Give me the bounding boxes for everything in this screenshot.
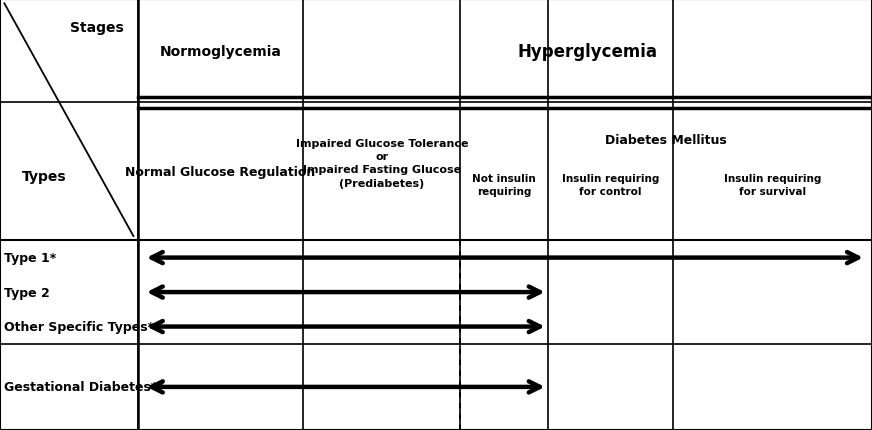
Text: Insulin requiring
for control: Insulin requiring for control bbox=[562, 174, 659, 196]
Text: Insulin requiring
for survival: Insulin requiring for survival bbox=[724, 174, 821, 196]
Text: Not insulin
requiring: Not insulin requiring bbox=[472, 174, 536, 196]
Text: Type 1*: Type 1* bbox=[4, 252, 57, 264]
Text: Impaired Glucose Tolerance
or
Impaired Fasting Glucose
(Prediabetes): Impaired Glucose Tolerance or Impaired F… bbox=[296, 138, 468, 188]
Text: Stages: Stages bbox=[70, 21, 123, 35]
Text: Normoglycemia: Normoglycemia bbox=[160, 45, 282, 58]
Text: Normal Glucose Regulation: Normal Glucose Regulation bbox=[126, 166, 316, 178]
Text: Other Specific Types**: Other Specific Types** bbox=[4, 320, 161, 333]
Text: Gestational Diabetes**: Gestational Diabetes** bbox=[4, 381, 164, 393]
Text: Diabetes Mellitus: Diabetes Mellitus bbox=[605, 133, 727, 146]
Text: Types: Types bbox=[22, 169, 66, 183]
Text: Type 2: Type 2 bbox=[4, 286, 50, 299]
Text: Hyperglycemia: Hyperglycemia bbox=[518, 43, 657, 61]
